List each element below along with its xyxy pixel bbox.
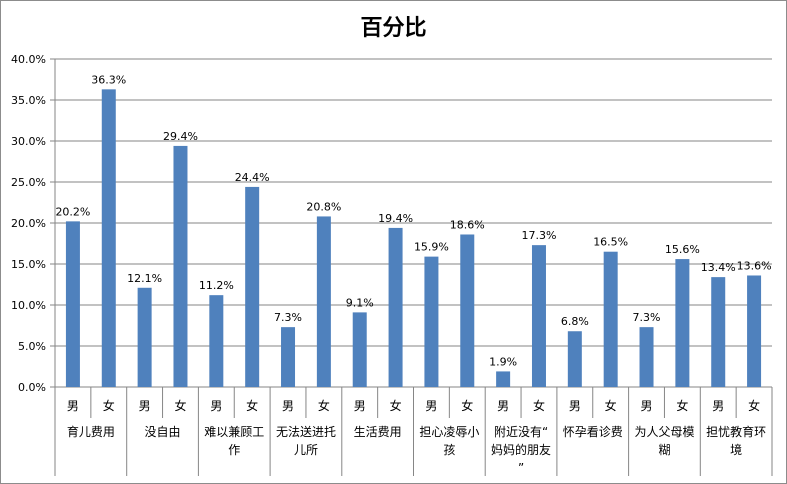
bar bbox=[316, 216, 331, 387]
x-tick-label: 男 bbox=[497, 399, 509, 413]
bar bbox=[639, 327, 654, 387]
bar bbox=[137, 287, 152, 387]
x-tick-label: 男 bbox=[67, 399, 79, 413]
data-label: 1.9% bbox=[489, 355, 517, 368]
x-tick-label: 女 bbox=[676, 398, 688, 413]
group-label: 难以兼顾工 bbox=[204, 425, 264, 439]
data-label: 18.6% bbox=[450, 218, 485, 231]
bar bbox=[675, 259, 690, 387]
data-label: 11.2% bbox=[199, 279, 234, 292]
y-tick-label: 0.0% bbox=[18, 381, 46, 394]
data-label: 29.4% bbox=[163, 130, 198, 143]
x-tick-label: 女 bbox=[246, 398, 258, 413]
bar bbox=[603, 251, 618, 387]
x-tick-label: 女 bbox=[605, 398, 617, 413]
x-tick-label: 女 bbox=[103, 398, 115, 413]
data-label: 36.3% bbox=[91, 73, 126, 86]
y-tick-label: 20.0% bbox=[11, 217, 46, 230]
bar bbox=[65, 221, 80, 387]
bar bbox=[747, 275, 762, 387]
bar bbox=[209, 295, 224, 387]
x-tick-label: 男 bbox=[354, 399, 366, 413]
group-label: 无法送进托 bbox=[276, 424, 336, 439]
group-label: 担忧教育环 bbox=[706, 424, 766, 439]
bar bbox=[101, 89, 116, 387]
y-tick-label: 5.0% bbox=[18, 340, 46, 353]
data-label: 13.4% bbox=[701, 261, 736, 274]
group-label: 育儿费用 bbox=[67, 424, 115, 439]
data-label: 15.9% bbox=[414, 241, 449, 254]
bar bbox=[711, 277, 726, 387]
group-label: 糊 bbox=[658, 442, 670, 457]
y-tick-label: 25.0% bbox=[11, 176, 46, 189]
x-tick-label: 男 bbox=[569, 399, 581, 413]
bar bbox=[173, 145, 188, 387]
group-label: 为人父母模 bbox=[634, 425, 694, 439]
x-tick-label: 男 bbox=[425, 399, 437, 413]
group-label: 怀孕看诊费 bbox=[563, 425, 623, 439]
data-label: 20.8% bbox=[306, 200, 341, 213]
bar bbox=[424, 256, 439, 387]
group-label: 孩 bbox=[443, 443, 455, 457]
group-label: 附近没有“ bbox=[494, 424, 548, 439]
x-tick-label: 男 bbox=[139, 399, 151, 413]
data-label: 20.2% bbox=[55, 205, 90, 218]
data-label: 16.5% bbox=[593, 236, 628, 249]
chart-title: 百分比 bbox=[360, 16, 427, 41]
group-label: 境 bbox=[730, 442, 742, 457]
y-tick-label: 40.0% bbox=[11, 53, 46, 66]
x-tick-label: 女 bbox=[533, 398, 545, 413]
data-label: 7.3% bbox=[274, 311, 302, 324]
x-tick-label: 男 bbox=[282, 399, 294, 413]
group-label: 儿所 bbox=[294, 443, 318, 457]
data-label: 12.1% bbox=[127, 272, 162, 285]
bar bbox=[281, 327, 296, 387]
group-label: 担心凌辱小 bbox=[419, 425, 479, 439]
x-tick-label: 女 bbox=[748, 398, 760, 413]
x-tick-label: 男 bbox=[712, 399, 724, 413]
x-tick-label: 女 bbox=[461, 398, 473, 413]
bar bbox=[245, 186, 260, 387]
y-tick-label: 35.0% bbox=[11, 94, 46, 107]
group-label: 作 bbox=[228, 443, 240, 457]
group-label: 没自由 bbox=[145, 424, 181, 439]
x-tick-label: 女 bbox=[318, 398, 330, 413]
bar bbox=[531, 245, 546, 387]
group-label: 生活费用 bbox=[354, 425, 402, 439]
data-label: 19.4% bbox=[378, 212, 413, 225]
bar bbox=[352, 312, 367, 387]
data-label: 9.1% bbox=[346, 296, 374, 309]
data-label: 13.6% bbox=[737, 259, 772, 272]
bar bbox=[496, 371, 511, 387]
bar bbox=[567, 331, 582, 387]
bar bbox=[460, 234, 475, 387]
x-tick-label: 女 bbox=[390, 398, 402, 413]
data-label: 24.4% bbox=[235, 171, 270, 184]
x-tick-label: 男 bbox=[641, 399, 653, 413]
group-label: 妈妈的朋友 bbox=[491, 442, 551, 457]
data-label: 6.8% bbox=[561, 315, 589, 328]
bar bbox=[388, 227, 403, 387]
data-label: 7.3% bbox=[633, 311, 661, 324]
data-label: 15.6% bbox=[665, 243, 700, 256]
y-tick-label: 30.0% bbox=[11, 135, 46, 148]
y-tick-label: 15.0% bbox=[11, 258, 46, 271]
data-label: 17.3% bbox=[521, 229, 556, 242]
group-label: ” bbox=[518, 461, 524, 475]
x-tick-label: 男 bbox=[210, 399, 222, 413]
y-tick-label: 10.0% bbox=[11, 299, 46, 312]
x-tick-label: 女 bbox=[174, 398, 186, 413]
